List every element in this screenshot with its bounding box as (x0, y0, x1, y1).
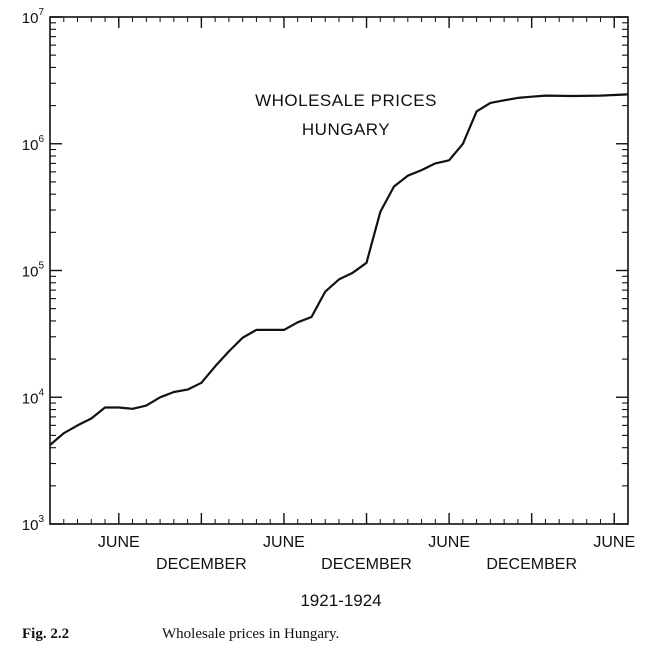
x-tick-label: JUNE (98, 534, 140, 551)
x-tick-label: JUNE (263, 534, 305, 551)
chart-title-line-2: HUNGARY (302, 120, 390, 139)
chart-title-line-1: WHOLESALE PRICES (255, 91, 437, 110)
caption-text: Wholesale prices in Hungary. (162, 626, 340, 642)
figure-caption: Fig. 2.2 Wholesale prices in Hungary. (22, 626, 339, 643)
x-tick-label: JUNE (593, 534, 635, 551)
figure-label: Fig. 2.2 (22, 626, 70, 642)
x-tick-label: DECEMBER (486, 556, 577, 573)
y-tick-label: 103 (22, 514, 45, 534)
chart: 103 104 105 106 107 JUNE DECEMBER JUNE DECEMBER J… (22, 7, 635, 610)
y-tick-label: 107 (22, 7, 45, 27)
x-tick-label: DECEMBER (321, 556, 412, 573)
x-tick-label: JUNE (428, 534, 470, 551)
y-tick-label: 104 (22, 387, 45, 407)
x-axis-label: 1921-1924 (300, 591, 381, 610)
x-tick-label: DECEMBER (156, 556, 247, 573)
y-tick-label: 105 (22, 261, 45, 281)
series-line (49, 93, 629, 446)
y-tick-label: 106 (22, 134, 45, 154)
